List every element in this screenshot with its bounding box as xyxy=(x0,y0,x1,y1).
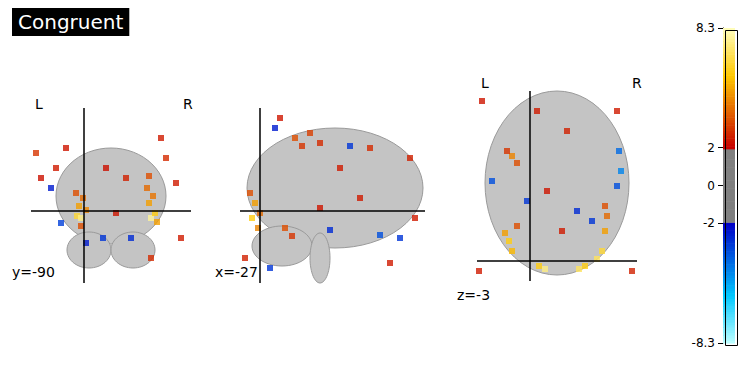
svg-text:-8.3: -8.3 xyxy=(692,336,715,350)
svg-text:y=-90: y=-90 xyxy=(12,264,55,280)
svg-text:R: R xyxy=(632,75,642,91)
svg-text:L: L xyxy=(35,96,43,112)
svg-text:x=-27: x=-27 xyxy=(215,264,258,280)
svg-text:L: L xyxy=(481,75,489,91)
svg-text:8.3: 8.3 xyxy=(696,21,715,35)
svg-text:2: 2 xyxy=(707,141,715,155)
svg-text:0: 0 xyxy=(707,179,715,193)
svg-text:R: R xyxy=(183,96,193,112)
svg-text:-2: -2 xyxy=(703,216,715,230)
svg-text:z=-3: z=-3 xyxy=(457,287,490,303)
svg-text:Congruent: Congruent xyxy=(18,10,123,34)
